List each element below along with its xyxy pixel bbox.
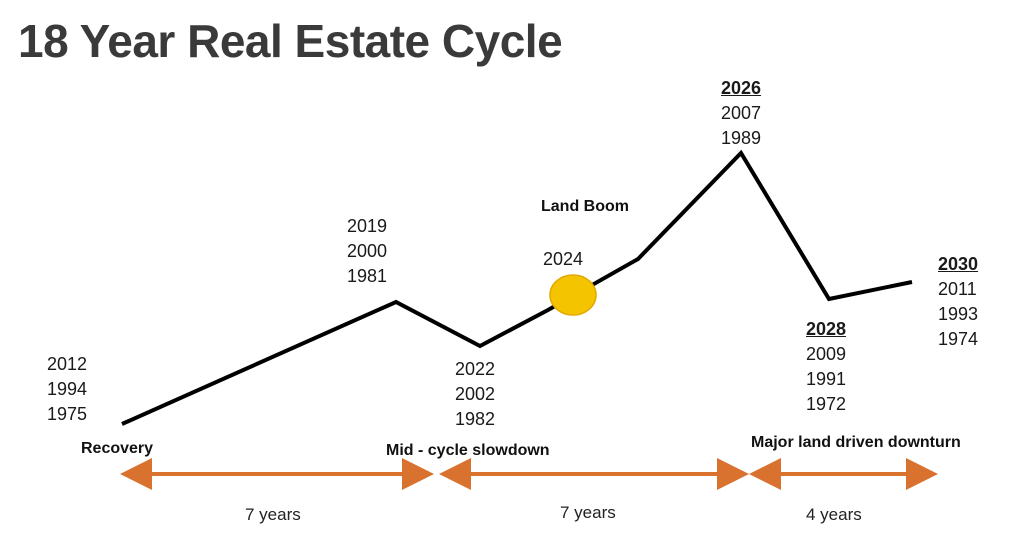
year-label: 2012: [47, 354, 88, 374]
end-years: 2030 2011 1993 1974: [938, 252, 978, 352]
year-label: 1989: [721, 128, 762, 148]
phase-label-land-boom: Land Boom: [541, 198, 629, 215]
duration-label-3: 4 years: [806, 505, 862, 524]
marker-year: 2024: [543, 247, 583, 272]
year-label: 2019: [347, 216, 388, 236]
peak2-years: 2026 2007 1989: [721, 76, 761, 151]
start-years: 2012 1994 1975: [47, 352, 87, 427]
cycle-line: [121, 149, 913, 426]
year-label: 2024: [543, 249, 584, 269]
year-label: 2002: [455, 384, 496, 404]
year-label: 1972: [806, 394, 847, 414]
year-label: 2011: [938, 279, 977, 299]
year-label: 2000: [347, 241, 388, 261]
current-cycle-year: 2028: [806, 319, 847, 339]
phase-label-recovery: Recovery: [81, 440, 154, 457]
year-label: 2022: [455, 359, 496, 379]
duration-label-1: 7 years: [245, 505, 301, 524]
current-cycle-year: 2030: [938, 254, 979, 274]
phase-label-downturn: Major land driven downturn: [751, 434, 961, 451]
year-label: 1991: [806, 369, 847, 389]
duration-label-2: 7 years: [560, 503, 616, 522]
page-title: 18 Year Real Estate Cycle: [18, 15, 563, 67]
trough1-years: 2022 2002 1982: [455, 357, 495, 432]
year-label: 1975: [47, 404, 88, 424]
year-label: 1982: [455, 409, 496, 429]
year-label: 1981: [347, 266, 388, 286]
trough2-years: 2028 2009 1991 1972: [806, 317, 846, 417]
peak1-years: 2019 2000 1981: [347, 214, 387, 289]
year-label: 1974: [938, 329, 979, 349]
year-label: 2009: [806, 344, 847, 364]
year-label: 2007: [721, 103, 762, 123]
year-label: 1993: [938, 304, 979, 324]
current-position-marker: [549, 274, 597, 316]
phase-label-slowdown: Mid - cycle slowdown: [386, 442, 550, 459]
current-cycle-year: 2026: [721, 78, 762, 98]
year-label: 1994: [47, 379, 88, 399]
